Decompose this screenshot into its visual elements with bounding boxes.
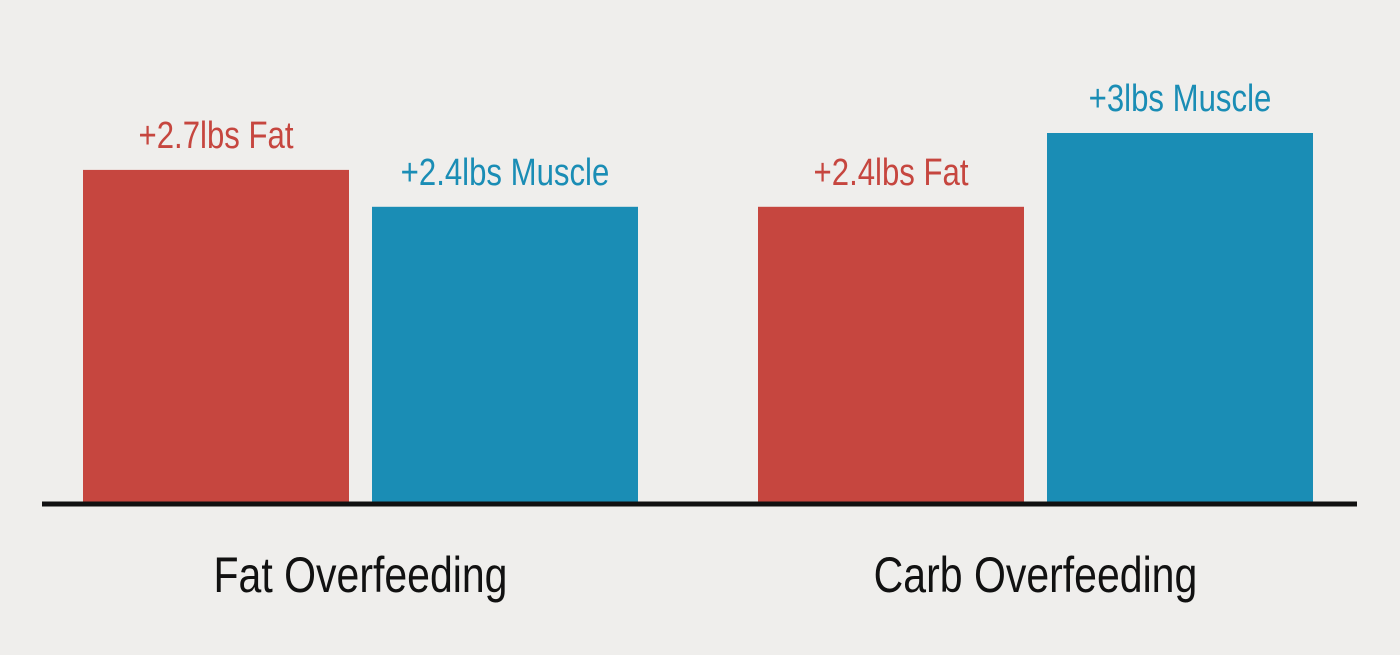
data-label: +2.4lbs Muscle xyxy=(401,152,610,194)
category-label: Carb Overfeeding xyxy=(874,547,1198,603)
bar-fat-carb-overfeeding xyxy=(758,206,1024,503)
data-label: +3lbs Muscle xyxy=(1089,78,1272,120)
data-label: +2.7lbs Fat xyxy=(139,115,294,157)
category-labels-layer: Fat Overfeeding Carb Overfeeding xyxy=(214,547,1198,603)
bar-labels-layer: +2.7lbs Fat +2.4lbs Muscle +2.4lbs Fat +3lb… xyxy=(139,78,1272,193)
bar-muscle-fat-overfeeding xyxy=(372,206,638,503)
bar-muscle-carb-overfeeding xyxy=(1047,133,1313,502)
category-label: Fat Overfeeding xyxy=(214,547,508,603)
bar-fat-fat-overfeeding xyxy=(83,169,349,502)
data-label: +2.4lbs Fat xyxy=(814,152,969,194)
bars-layer xyxy=(83,133,1313,503)
